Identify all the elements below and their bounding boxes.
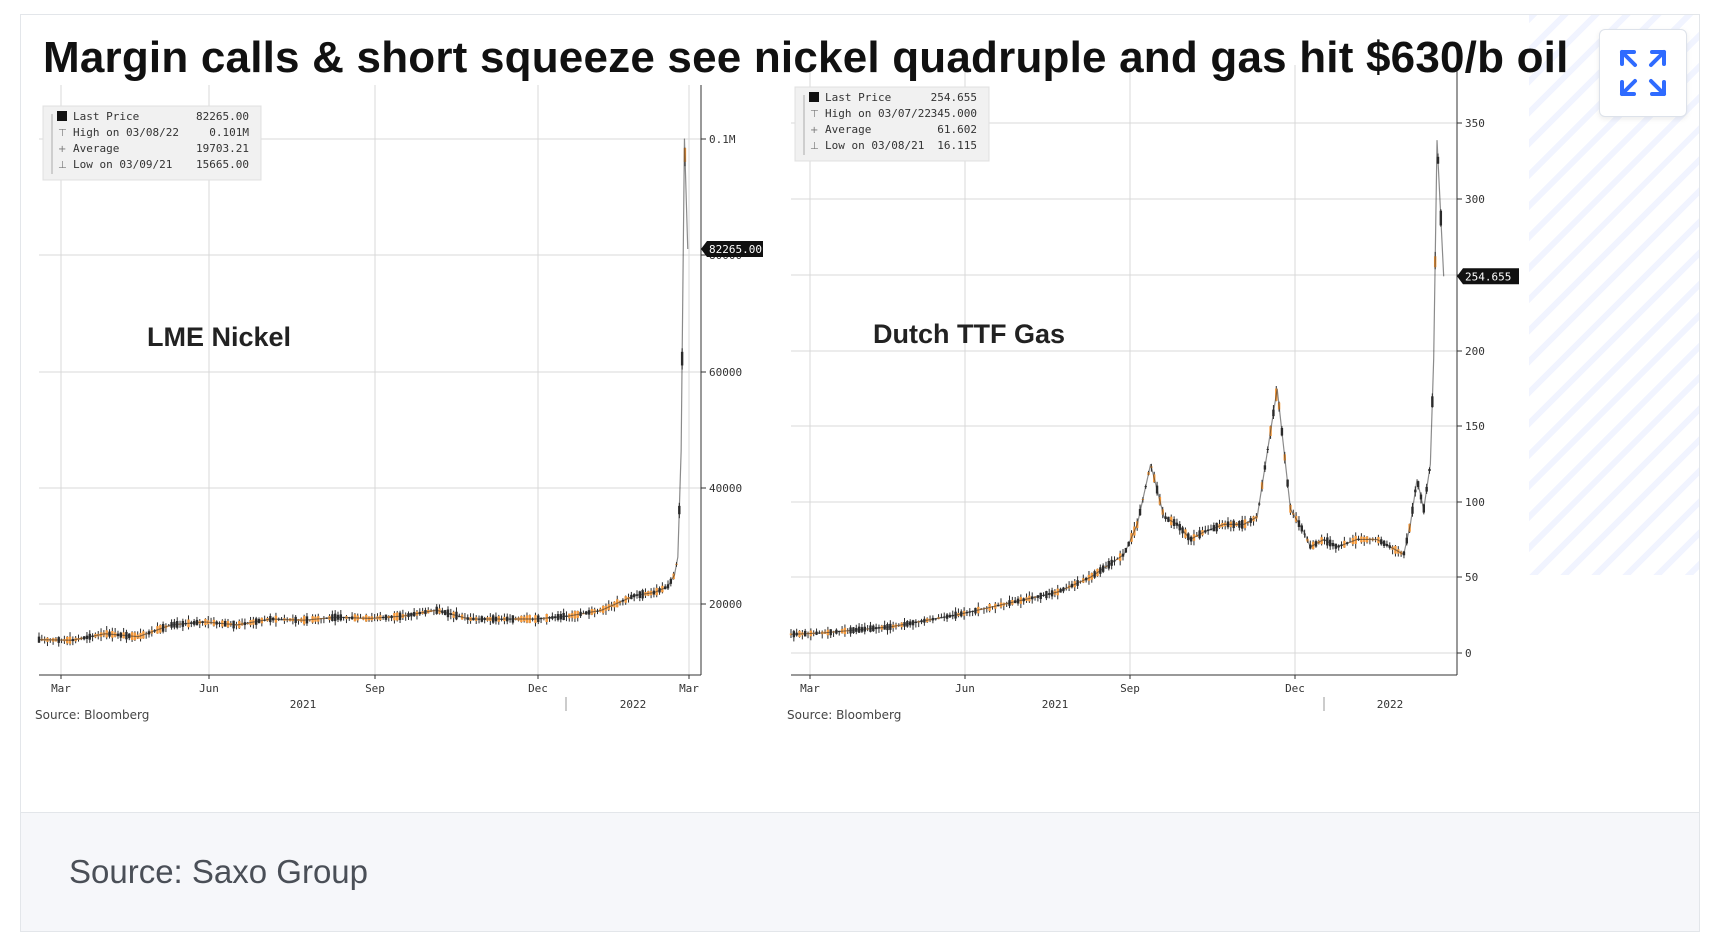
y-tick-label: 0 <box>1465 647 1472 660</box>
legend-value: 254.655 <box>931 91 977 104</box>
legend-label: Low on 03/08/21 <box>825 139 924 152</box>
y-tick-label: 100 <box>1465 496 1485 509</box>
legend-label: Last Price <box>73 110 139 123</box>
y-tick-label: 300 <box>1465 193 1485 206</box>
x-tick-label: Dec <box>1285 682 1305 695</box>
last-price-label: 82265.00 <box>709 243 762 256</box>
legend-label: Last Price <box>825 91 891 104</box>
legend-marker: ⊥ <box>810 141 819 152</box>
x-tick-label: Sep <box>365 682 385 695</box>
y-tick-label: 150 <box>1465 420 1485 433</box>
legend-marker-last <box>57 111 67 121</box>
expand-button[interactable] <box>1599 29 1687 117</box>
legend-value: 16.115 <box>937 139 977 152</box>
price-series-line <box>38 138 689 641</box>
legend-value: 82265.00 <box>196 110 249 123</box>
legend-label: Average <box>825 123 871 136</box>
legend-box <box>794 86 990 162</box>
x-year-label: 2022 <box>1377 698 1404 711</box>
legend-label: Average <box>73 142 119 155</box>
x-tick-label: Mar <box>800 682 820 695</box>
y-tick-label: 20000 <box>709 598 742 611</box>
legend-value: 15665.00 <box>196 158 249 171</box>
legend-label: Low on 03/09/21 <box>73 158 172 171</box>
legend-box <box>42 105 262 181</box>
chart-source: Source: Bloomberg <box>35 708 149 722</box>
legend-marker: ⊤ <box>58 128 67 139</box>
legend-marker-last <box>809 92 819 102</box>
series-label: Dutch TTF Gas <box>873 319 1065 349</box>
y-tick-label: 60000 <box>709 366 742 379</box>
legend-label: High on 03/08/22 <box>73 126 179 139</box>
x-tick-label: Dec <box>528 682 548 695</box>
x-tick-label: Jun <box>955 682 975 695</box>
legend-label: High on 03/07/22 <box>825 107 931 120</box>
legend-marker: + <box>810 125 818 136</box>
x-tick-label: Mar <box>51 682 71 695</box>
candle-body <box>37 636 41 643</box>
legend-value: 19703.21 <box>196 142 249 155</box>
y-tick-label: 350 <box>1465 117 1485 130</box>
x-year-label: 2022 <box>620 698 647 711</box>
x-year-label: 2021 <box>290 698 317 711</box>
chart-card: 0.1M80000600004000020000MarJunSepDecMar2… <box>20 14 1700 932</box>
y-tick-label: 40000 <box>709 482 742 495</box>
x-tick-label: Sep <box>1120 682 1140 695</box>
last-price-label: 254.655 <box>1465 270 1511 283</box>
y-tick-label: 50 <box>1465 571 1478 584</box>
series-label: LME Nickel <box>147 322 291 352</box>
x-tick-label: Mar <box>679 682 699 695</box>
page-title: Margin calls & short squeeze see nickel … <box>43 33 1569 82</box>
x-tick-label: Jun <box>199 682 219 695</box>
last-price-flag <box>1457 268 1519 285</box>
dutch-ttf-gas-chart: 350300250200150100500MarJunSepDec2021202… <box>787 65 1519 722</box>
caption-footer: Source: Saxo Group <box>21 812 1699 931</box>
chart-source: Source: Bloomberg <box>787 708 901 722</box>
legend-marker: ⊤ <box>810 109 819 120</box>
legend-value: 0.101M <box>209 126 249 139</box>
y-tick-label: 0.1M <box>709 133 736 146</box>
source-caption: Source: Saxo Group <box>69 853 368 890</box>
y-tick-label: 200 <box>1465 345 1485 358</box>
price-series-line <box>790 140 1445 635</box>
x-year-label: 2021 <box>1042 698 1069 711</box>
legend-value: 61.602 <box>937 123 977 136</box>
legend-marker: + <box>58 144 66 155</box>
last-price-flag <box>701 241 763 258</box>
lme-nickel-chart: 0.1M80000600004000020000MarJunSepDecMar2… <box>35 85 763 722</box>
legend-value: 345.000 <box>931 107 977 120</box>
expand-arrows-icon <box>1620 50 1666 96</box>
legend-marker: ⊥ <box>58 160 67 171</box>
